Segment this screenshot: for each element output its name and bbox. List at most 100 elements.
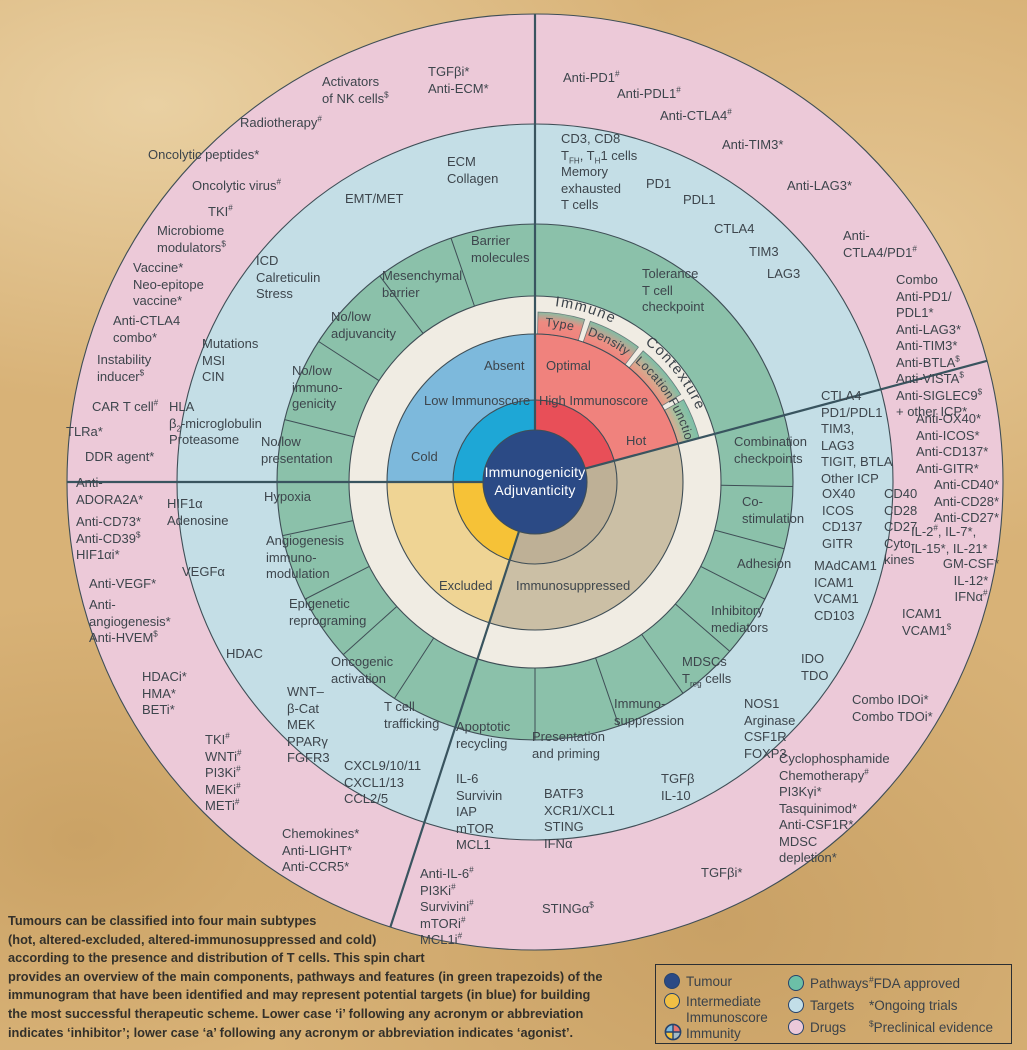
pathway-label: No/low adjuvancity [331,309,397,341]
drug-label: TGFβi* [701,865,743,880]
pathway-label: Angiogenesis immuno-modulation [266,533,345,581]
pathway-label: Epigenetic reprograming [289,596,367,628]
drug-label: Anti-VEGF* [89,576,157,591]
segment-divider [700,565,766,600]
drug-label: Activators of NK cells$ [322,74,389,106]
drugs-swatch-icon [788,1019,804,1035]
caption-line: (hot, altered-excluded, altered-immunosu… [8,931,377,947]
caption: Tumours can be classified into four main… [8,912,602,1042]
pathways-swatch-icon [788,975,804,991]
target-label: OX40 ICOS CD137 GITR [822,486,863,551]
drug-label: Anti-CD40* Anti-CD28* Anti-CD27* [934,477,1000,525]
pathway-label: Combination checkpoints [734,434,807,466]
target-label: PD1 [646,176,672,191]
drug-label: Cyclophosphamide Chemotherapy# PI3Kγi* Tasq… [779,751,890,865]
pathway-label: Barrier molecules [471,233,530,265]
immunity-icon-wrap [664,1023,682,1041]
caption-line: immunogram that have been identified and… [8,987,591,1003]
phenotype-label: Hot [626,433,647,448]
segment-divider [318,341,380,382]
target-label: EMT/MET [345,191,404,206]
drug-label: GM-CSF* IL-12* IFNα# [942,556,1000,604]
drug-label: Combo Anti-PD1/PDL1* Anti-LAG3* Anti-TIM3* A… [896,272,983,419]
target-label: HLA β2-microglobulin Proteasome [169,399,262,447]
legend-item-label: Targets [810,998,855,1013]
phenotype-label: Absent [484,358,525,373]
target-label: HIF1α Adenosine [167,496,229,528]
drug-label: DDR agent* [85,449,155,464]
target-label: VEGFα [182,564,225,579]
target-label: LAG3 [767,266,801,281]
drug-label: Instability inducer$ [97,352,152,384]
drug-label: CAR T cell# [92,398,159,414]
drug-label: Oncolytic peptides* [148,147,260,162]
legend-item-label: Immunity [686,1026,741,1041]
phenotype-sector-hot [535,334,678,461]
segment-divider [394,637,435,699]
target-label: PDL1 [683,192,716,207]
drug-label: Anti-PD1# [563,69,620,85]
segment-divider [450,237,475,307]
drug-label: Vaccine* Neo-epitope vaccine* [133,260,204,308]
target-label: WNT– β-Cat MEK PPARγ FGFR3 [287,684,330,765]
drug-label: Radiotherapy# [240,114,322,130]
pathway-label: T cell trafficking [384,699,440,731]
drug-label: IL-2#, IL-7*, IL-15*, IL-21* [911,523,988,556]
target-label: CTLA4 [714,221,755,236]
target-label: CD3, CD8 TFH, TH1 cells Memory exhausted T c… [561,131,638,212]
contexture-segment-type: Type [545,315,576,333]
pathway-label: No/low presentation [261,434,333,466]
pathway-label: Immuno-suppression [614,696,685,728]
intermediate-swatch-icon [664,993,680,1009]
caption-line: provides an overview of the main compone… [8,968,603,984]
phenotype-label: Cold [411,449,438,464]
segment-divider [714,529,785,550]
pathway-label: Hypoxia [264,489,311,504]
tumour-core [483,430,587,534]
drug-label: Anti-OX40* Anti-ICOS* Anti-CD137* Anti-GITR… [916,411,989,476]
caption-line: the most successful therapeutic scheme. … [8,1005,584,1021]
target-label: TGFβ IL-10 [661,771,695,803]
sector-divider [584,359,988,470]
pathway-label: Tolerance T cell checkpoint [642,266,705,314]
target-label: BATF3 XCR1/XCL1 STING IFNα [544,786,615,851]
drug-label: HDACi* HMA* BETi* [142,669,187,717]
target-label: HDAC [226,646,263,661]
phenotype-sector-immunosuppressed [489,443,683,630]
phenotype-label: Low Immunoscore [424,393,531,408]
drug-label: TKI# [208,203,233,219]
drug-label: Anti-CTLA4# [660,107,732,123]
drug-label: TKI# WNTi# PI3Ki# MEKi# METi# [205,731,242,813]
immunoscore-sector-cold [453,400,535,482]
target-label: CD40 CD28 CD27 Cyto-kines [884,486,918,567]
pathway-label: Apoptotic recycling [456,719,511,751]
segment-divider [304,565,370,600]
legend-item-label: Pathways [810,976,869,991]
legend-marker: #FDA approved [869,974,960,991]
drug-label: Anti- ADORA2A* [76,475,144,507]
caption-line: according to the presence and distributi… [8,950,425,966]
drug-label: ICAM1 VCAM1$ [902,606,952,638]
core-label-line1: Immunogenicity [484,464,586,480]
immunoscore-sector-hot [535,400,615,469]
segment-divider [595,657,620,727]
phenotype-sector-cold [387,334,535,482]
legend-item-label: Tumour [686,974,733,989]
drug-label: Anti-CD73* Anti-CD39$ HIF1αi* [76,514,142,562]
drug-label: Oncolytic virus# [192,177,282,193]
target-label: MAdCAM1 ICAM1 VCAM1 CD103 [814,558,877,623]
legend-marker: *Ongoing trials [869,998,958,1013]
target-label: IL-6 Survivin IAP mTOR MCL1 [456,771,503,852]
drug-label: Anti-PDL1# [617,85,681,101]
segment-divider [379,275,424,334]
immunoscore-sector-excluded [453,482,519,560]
immunity-icon [664,1023,682,1041]
legend-item-label: Drugs [810,1020,847,1035]
drug-label: TLRa* [66,424,103,439]
drug-label: Microbiome modulators$ [157,223,226,255]
legend-item-label: Intermediate Immunoscore [686,994,768,1025]
sector-divider [389,531,520,928]
pathway-label: Adhesion [737,556,792,571]
phenotype-label: Excluded [439,578,493,593]
core-label-line2: Adjuvanticity [494,481,576,498]
